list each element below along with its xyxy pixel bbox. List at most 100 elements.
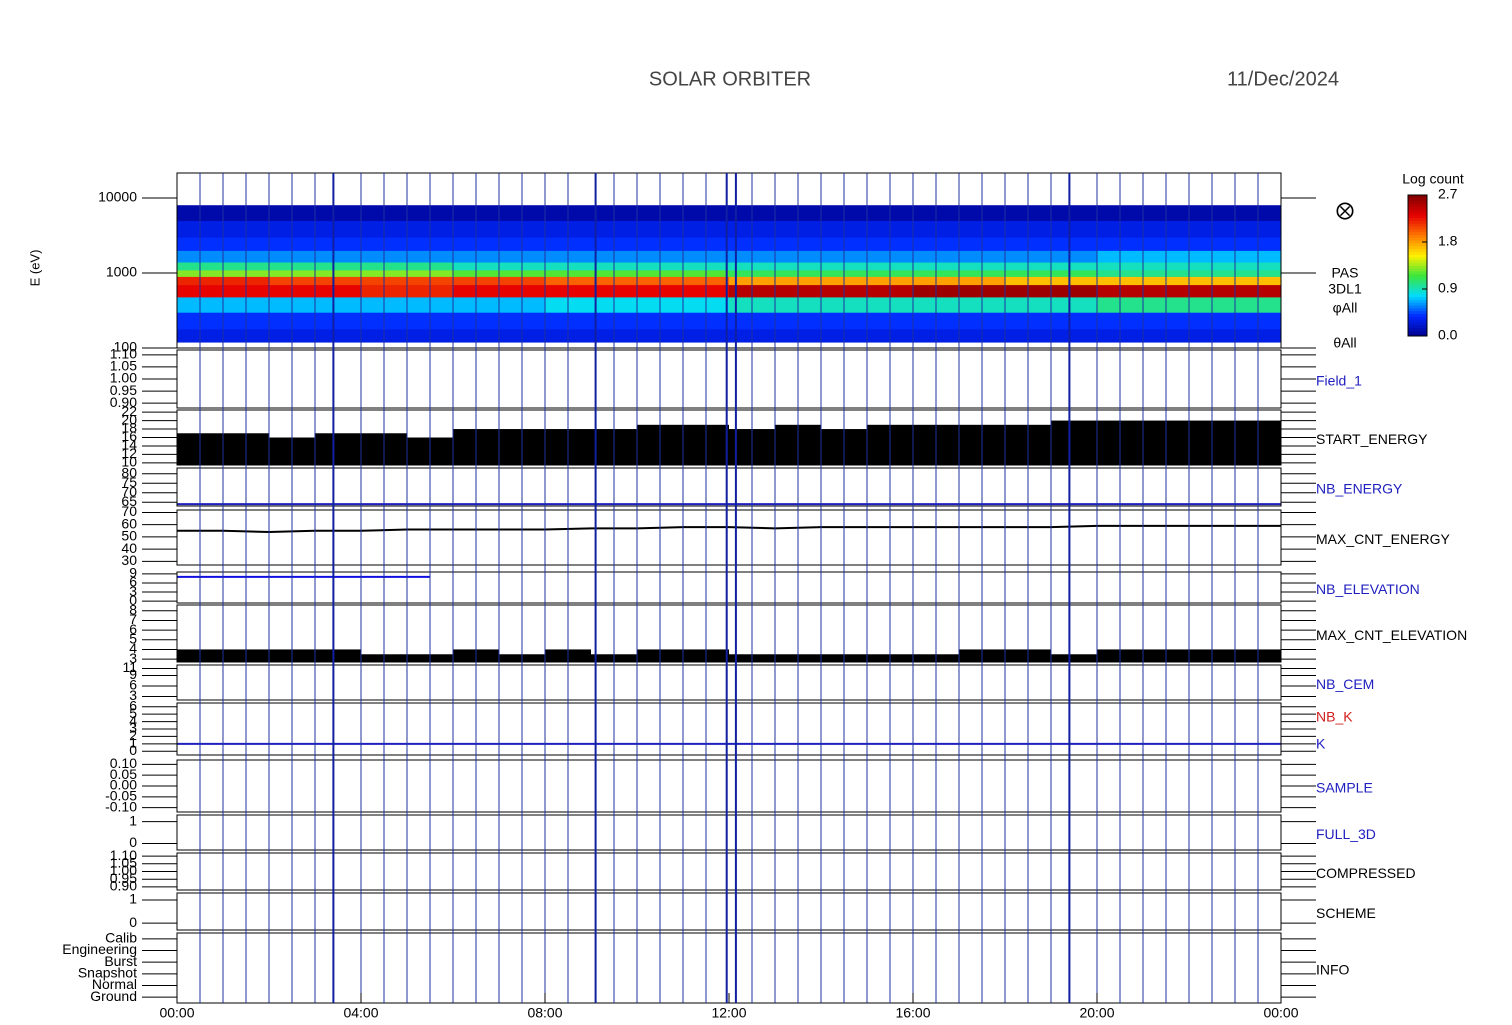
y-axis-label: E (eV)	[27, 250, 42, 287]
y-tick-label: 0	[129, 834, 137, 850]
colorbar-strip	[1408, 214, 1427, 219]
colorbar-strip	[1408, 293, 1427, 298]
colorbar-strip	[1408, 231, 1427, 235]
y-tick-label: 8	[129, 601, 137, 617]
y-tick-label: 60	[121, 515, 137, 531]
colorbar-strip	[1408, 290, 1427, 295]
panel-label: 3DL1	[1328, 281, 1362, 297]
spectrogram-cell	[545, 328, 638, 343]
chart-title: SOLAR ORBITER	[649, 68, 811, 90]
y-tick-label: 1	[129, 735, 137, 751]
colorbar-strip	[1408, 228, 1427, 233]
colorbar-strip	[1408, 333, 1427, 337]
y-tick-label: 6	[129, 697, 137, 713]
colorbar-strip	[1408, 203, 1427, 207]
spectrogram-cell	[545, 312, 638, 330]
panel-frame	[176, 172, 1282, 349]
y-tick-label: 70	[121, 483, 137, 499]
y-tick-label: 14	[121, 437, 137, 453]
y-tick-label: 10000	[98, 189, 137, 205]
colorbar-strip	[1408, 200, 1427, 204]
y-tick-label: Snapshot	[78, 965, 137, 981]
panel-frame	[176, 852, 1282, 891]
spectrogram-cell	[545, 296, 638, 313]
y-tick-label: 6	[129, 677, 137, 693]
colorbar-strip	[1408, 302, 1427, 306]
panel-label: FULL_3D	[1316, 826, 1376, 842]
y-tick-label: 6	[129, 621, 137, 637]
spectrogram-cell	[545, 237, 638, 251]
panel-label: PAS	[1332, 265, 1359, 281]
colorbar-strip	[1408, 316, 1427, 320]
y-tick-label: 0	[129, 742, 137, 758]
colorbar-strip	[1408, 265, 1427, 269]
panel-label: NB_ELEVATION	[1316, 581, 1420, 597]
colorbar-strip	[1408, 262, 1427, 266]
y-tick-label: 3	[129, 687, 137, 703]
panel-frame	[176, 467, 1282, 507]
panel-frame	[176, 759, 1282, 813]
colorbar-strip	[1408, 321, 1427, 326]
colorbar-tick-label: 1.8	[1438, 233, 1458, 249]
colorbar-strip	[1408, 259, 1427, 264]
colorbar-strip	[1408, 276, 1427, 281]
y-tick-label: Engineering	[62, 941, 137, 957]
spectrogram-cell	[545, 250, 638, 263]
colorbar-strip	[1408, 273, 1427, 278]
panel-label: SCHEME	[1316, 905, 1376, 921]
y-tick-label: 3	[129, 720, 137, 736]
colorbar-strip	[1408, 209, 1427, 213]
y-tick-label: 0	[129, 592, 137, 608]
x-tick-label: 20:00	[1079, 1005, 1114, 1020]
y-tick-label: 0	[129, 914, 137, 930]
colorbar-strip	[1408, 324, 1427, 329]
colorbar-strip	[1408, 288, 1427, 292]
y-tick-label: 12	[121, 445, 137, 461]
panel-label: NB_CEM	[1316, 676, 1374, 692]
panel-label: θAll	[1333, 335, 1356, 351]
legend-label: K	[1316, 736, 1326, 752]
panel-label: Field_1	[1316, 373, 1362, 389]
colorbar-strip	[1408, 223, 1427, 227]
colorbar-strip	[1408, 237, 1427, 241]
y-tick-label: 50	[121, 528, 137, 544]
bar	[315, 649, 361, 662]
x-tick-label: 08:00	[527, 1005, 562, 1020]
panel-frame	[176, 702, 1282, 756]
line	[177, 524, 1281, 534]
spectrogram-cell	[545, 220, 638, 238]
colorbar-strip	[1408, 220, 1427, 224]
panel-label: START_ENERGY	[1316, 431, 1428, 447]
y-tick-label: 10	[121, 454, 137, 470]
y-tick-label: 5	[129, 630, 137, 646]
symbol: ⨂	[1336, 200, 1354, 220]
panel-label: SAMPLE	[1316, 780, 1373, 796]
panel-label: φAll	[1333, 300, 1358, 316]
colorbar-strip	[1408, 226, 1427, 230]
y-tick-label: 0.90	[110, 394, 137, 410]
y-tick-label: 1.00	[110, 370, 137, 386]
y-tick-label: 11	[122, 659, 137, 675]
y-tick-label: 0.00	[110, 777, 137, 793]
y-tick-label: Ground	[90, 988, 137, 1004]
colorbar-strip	[1408, 313, 1427, 317]
colorbar-strip	[1408, 197, 1427, 202]
colorbar-strip	[1408, 211, 1427, 216]
colorbar-strip	[1408, 217, 1427, 221]
y-tick-label: 0.95	[110, 382, 137, 398]
y-tick-label: 22	[121, 403, 137, 419]
y-tick-label: 1.00	[110, 862, 137, 878]
colorbar-strip	[1408, 257, 1427, 261]
panel-label: COMPRESSED	[1316, 865, 1416, 881]
panel-label: MAX_CNT_ENERGY	[1316, 531, 1450, 547]
colorbar-strip	[1408, 248, 1427, 252]
panel-frame	[176, 664, 1282, 701]
spectrogram-cell	[545, 262, 638, 271]
spectrogram-cell	[545, 276, 638, 286]
y-tick-label: 1000	[106, 264, 137, 280]
panel-frame	[176, 892, 1282, 931]
y-tick-label: 0.90	[110, 878, 137, 894]
y-tick-label: -0.10	[105, 798, 137, 814]
y-tick-label: 1	[129, 891, 137, 907]
y-tick-label: 18	[121, 420, 137, 436]
